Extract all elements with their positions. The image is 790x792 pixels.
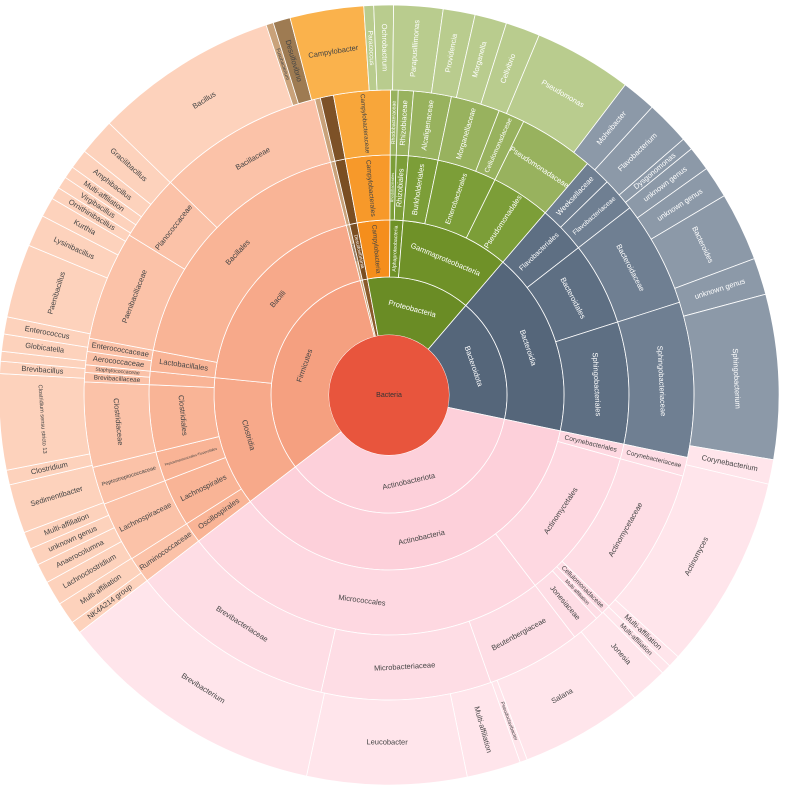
segment-leucobacter[interactable] xyxy=(306,692,468,786)
segment-sphingobacterium[interactable] xyxy=(683,293,780,461)
segment-brevibacterium[interactable] xyxy=(79,580,325,777)
segment-sphingobacteriaceae[interactable] xyxy=(617,301,695,458)
sunburst-rings xyxy=(0,4,780,786)
segment-clostridium-sensu-stricto-13[interactable] xyxy=(0,373,91,471)
root-node[interactable]: Bacteria xyxy=(329,335,449,455)
root-circle[interactable] xyxy=(329,335,449,455)
segment-ochrobactrum[interactable] xyxy=(373,4,395,91)
segment-clostridiaceae[interactable] xyxy=(83,381,157,468)
segment-sphingobacteriales[interactable] xyxy=(555,321,630,445)
